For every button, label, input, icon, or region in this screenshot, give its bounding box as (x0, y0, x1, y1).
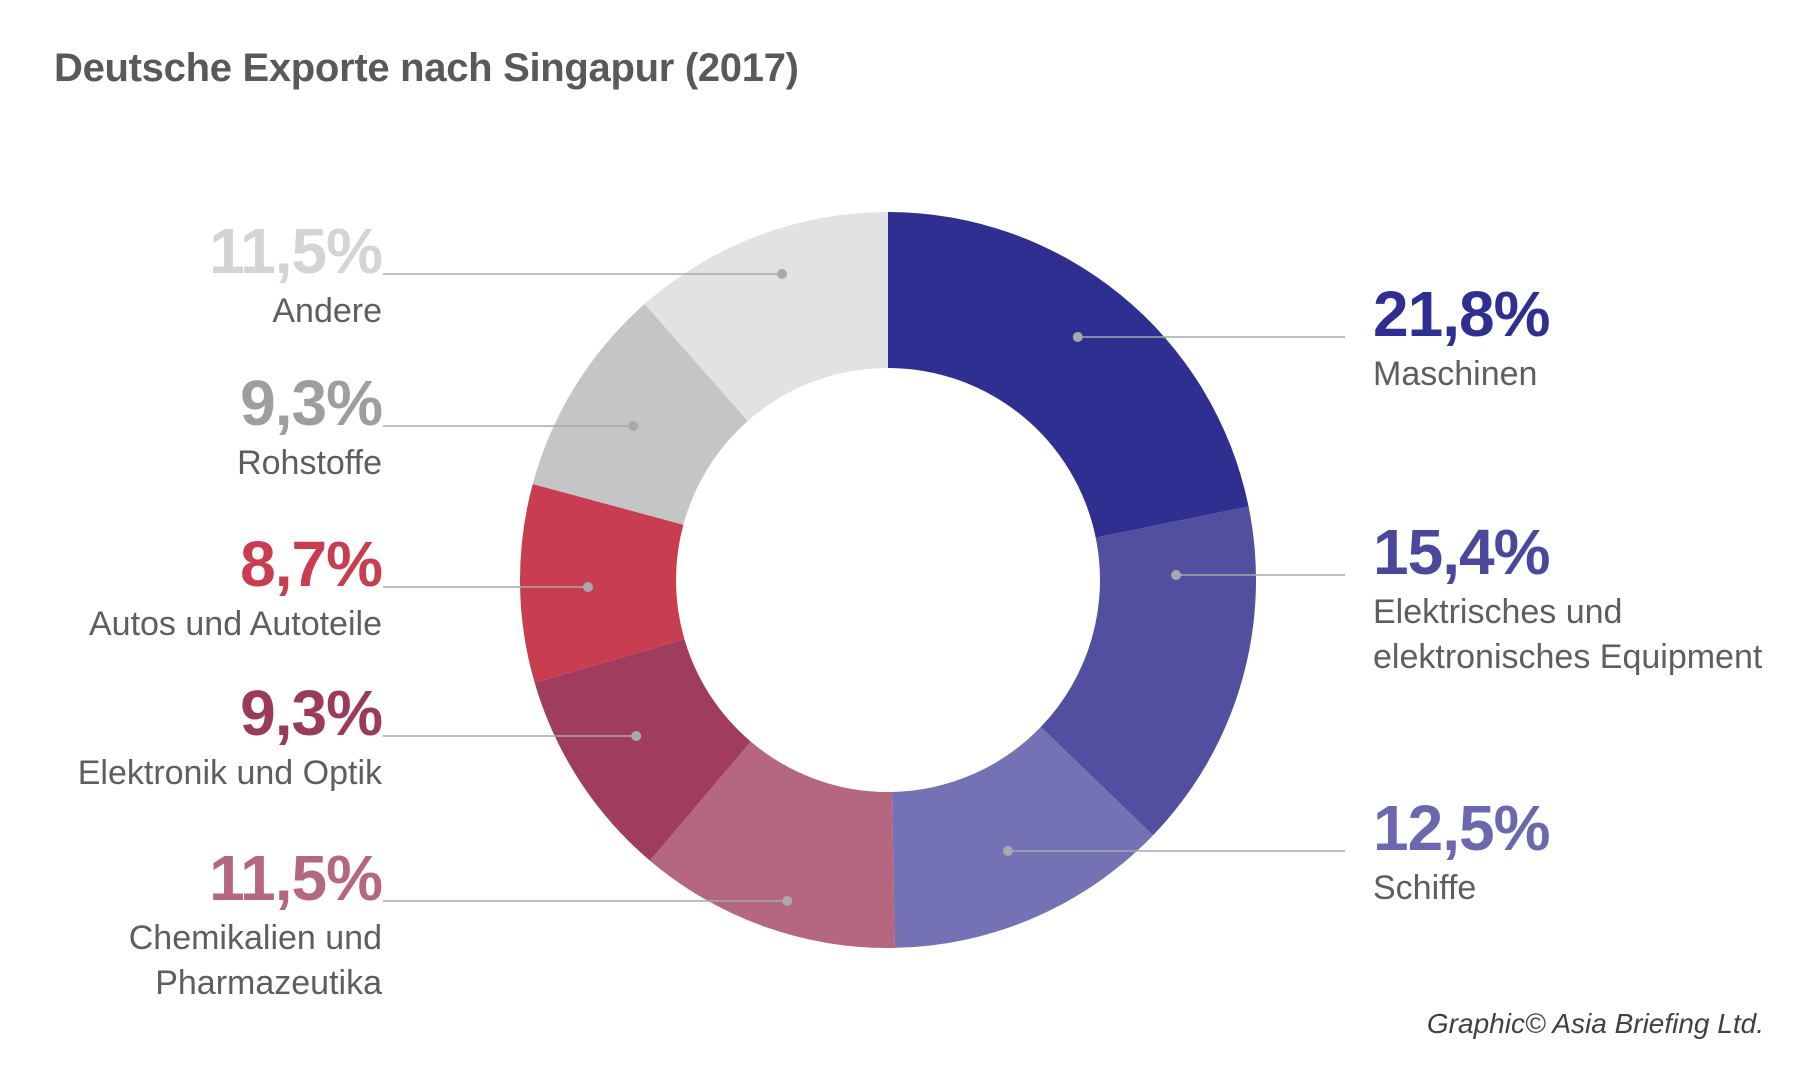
slice-category-label: Autos und Autoteile (88, 604, 382, 643)
donut-slice (532, 303, 748, 525)
slice-value-label: 11,5% (209, 842, 383, 914)
leader-dot (782, 896, 793, 906)
leader-dot (1003, 846, 1014, 856)
slice-label: 9,3% Rohstoffe (237, 367, 383, 486)
slice-value-label: 8,7% (240, 528, 383, 600)
donut-slice (520, 484, 685, 683)
leader-dot (1072, 332, 1083, 342)
slice-label: 11,5% Chemikalien und Pharmazeutika (128, 842, 383, 1006)
slice-category-label: Rohstoffe (237, 443, 382, 482)
slice-label: 21,8% Maschinen (1373, 278, 1550, 397)
slice-value-label: 11,5% (209, 215, 383, 287)
slice-category-label: Maschinen (1373, 354, 1538, 393)
slice-value-label: 9,3% (240, 677, 383, 749)
donut-slice (1040, 506, 1256, 836)
slice-category-label: elektronisches Equipment (1373, 637, 1763, 676)
slice-label: 11,5% Andere (209, 215, 383, 334)
slice-value-label: 15,4% (1373, 516, 1550, 588)
credit-line: Graphic© Asia Briefing Ltd. (1426, 1008, 1764, 1039)
slice-value-label: 12,5% (1373, 792, 1550, 864)
slice-value-label: 9,3% (240, 367, 383, 439)
chart-title: Deutsche Exporte nach Singapur (2017) (54, 46, 799, 90)
leader-dot (631, 731, 642, 741)
slice-label: 15,4% Elektrisches und elektronisches Equi… (1373, 516, 1762, 680)
slice-label: 9,3% Elektronik und Optik (77, 677, 383, 796)
slice-label: 8,7% Autos und Autoteile (88, 528, 383, 647)
donut-slice (891, 727, 1154, 948)
donut-slice (888, 212, 1249, 538)
leader-dot (628, 421, 639, 431)
leader-dot (583, 582, 594, 592)
donut-slice (649, 741, 895, 948)
leader-dot (1171, 570, 1182, 580)
slice-category-label: Elektronik und Optik (77, 753, 382, 792)
slice-value-label: 21,8% (1373, 278, 1550, 350)
slice-label: 12,5% Schiffe (1373, 792, 1550, 911)
slice-category-label: Pharmazeutika (155, 963, 382, 1002)
donut-slice (534, 639, 751, 861)
slice-category-label: Andere (272, 291, 382, 330)
leader-dot (776, 269, 787, 279)
slice-category-label: Chemikalien und (128, 918, 382, 957)
slice-category-label: Schiffe (1373, 868, 1477, 907)
slice-category-label: Elektrisches und (1373, 592, 1623, 631)
donut-slice (644, 212, 888, 421)
